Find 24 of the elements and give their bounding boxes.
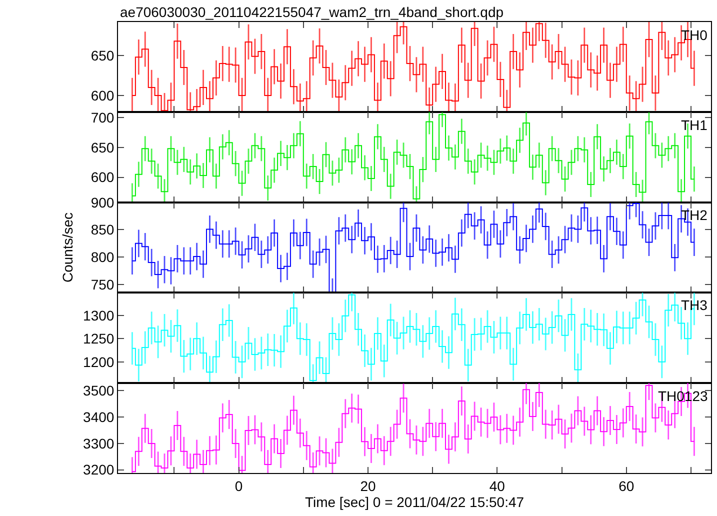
y-tick-label: 3400 [83, 408, 114, 425]
annotation: TH1 [681, 117, 708, 133]
x-tick-label: 60 [618, 478, 634, 494]
y-tick-label: 1300 [83, 307, 114, 324]
y-tick-label: 650 [90, 47, 114, 64]
x-tick-label: 0 [234, 478, 243, 494]
y-tick-label: 750 [90, 276, 114, 292]
x-tick-label: 20 [360, 478, 376, 494]
y-tick-label: 3200 [83, 462, 114, 478]
y-tick-label: 900 [90, 194, 114, 210]
y-axis-title: Counts/sec [59, 212, 76, 283]
x-tick-label: 40 [489, 478, 506, 494]
y-tick-label: 1250 [83, 330, 114, 347]
y-tick-label: 1200 [83, 354, 114, 370]
y-tick-label: 700 [90, 109, 114, 126]
y-tick-label: 800 [90, 248, 114, 265]
y-tick-label: 850 [90, 222, 114, 238]
y-tick-label: 3500 [83, 382, 114, 399]
chart-title: ae706030030_20110422155047_wam2_trn_4band_short.qdp [120, 4, 504, 20]
y-tick-label: 650 [90, 139, 114, 156]
x-axis-title: Time [sec] 0 = 2011/04/22 15:50:47 [304, 494, 524, 510]
y-tick-label: 3300 [83, 435, 114, 452]
y-tick-label: 600 [90, 169, 114, 186]
y-tick-label: 600 [90, 87, 114, 104]
